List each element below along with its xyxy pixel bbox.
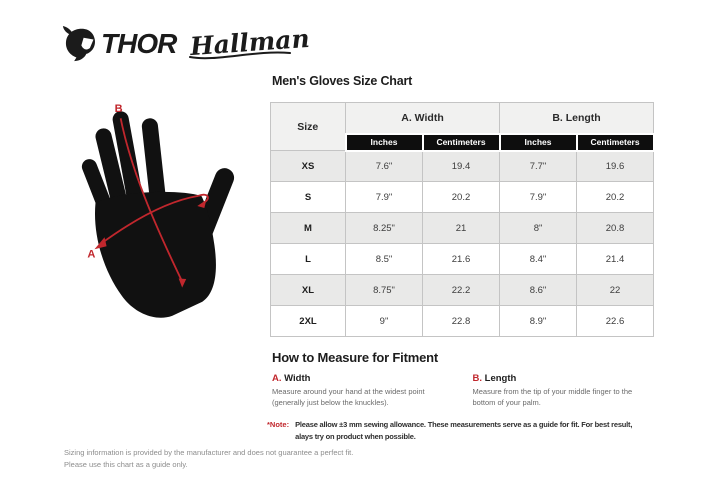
- fitment-length-prefix: B.: [472, 373, 483, 384]
- measurement-cell: 21.6: [421, 243, 501, 275]
- fitment-length-text: Measure from the tip of your middle fing…: [472, 387, 633, 407]
- width-label-a: A: [87, 248, 95, 260]
- disclaimer-line-2: Please use this chart as a guide only.: [64, 459, 188, 469]
- size-column-header: Size: [270, 102, 346, 151]
- measurement-cell: 22: [576, 274, 655, 306]
- measurement-cell: 8": [499, 212, 578, 244]
- measurement-cell: 8.6": [499, 274, 578, 306]
- length-line-arrowhead: [178, 278, 187, 288]
- size-table-body: XS 7.6" 19.4 7.7" 19.6 S 7.9" 20.2 7.9" 20.2 M 8.25…: [270, 150, 655, 337]
- width-line-left-arrowhead: [94, 237, 107, 250]
- fitment-width-text: Measure around your hand at the widest p…: [272, 387, 425, 407]
- size-chart-table: Size A. Width B. Length Inches Centimete…: [270, 102, 655, 337]
- measurement-cell: 22.6: [576, 305, 655, 337]
- fitment-width-prefix: A.: [272, 373, 282, 384]
- thor-logo: THOR: [62, 26, 177, 62]
- measurement-cell: 20.8: [576, 212, 655, 244]
- sizing-disclaimer: Sizing information is provided by the ma…: [64, 447, 364, 470]
- sewing-allowance-note: *Note: Please allow ±3 mm sewing allowan…: [267, 419, 657, 443]
- measurement-cell: 8.25": [345, 212, 423, 244]
- length-inches-header: Inches: [498, 132, 578, 152]
- note-text: Please allow ±3 mm sewing allowance. The…: [295, 420, 633, 441]
- measurement-cell: 20.2: [576, 181, 655, 213]
- measurement-cell: 8.9": [499, 305, 578, 337]
- glove-measurement-diagram: B A: [81, 103, 235, 318]
- disclaimer-line-1: Sizing information is provided by the ma…: [64, 448, 354, 457]
- measurement-cell: 7.7": [499, 150, 578, 182]
- size-cell: M: [270, 212, 346, 244]
- glove-palm: [94, 191, 216, 318]
- table-row: XS 7.6" 19.4 7.7" 19.6: [270, 150, 655, 182]
- length-centimeters-header: Centimeters: [575, 132, 655, 152]
- measurement-cell: 21: [421, 212, 501, 244]
- table-row: S 7.9" 20.2 7.9" 20.2: [270, 181, 655, 213]
- table-group-header-row: Size A. Width B. Length: [270, 102, 655, 151]
- measurement-cell: 19.4: [421, 150, 501, 182]
- width-line-right-arrowhead: [197, 199, 207, 208]
- fitment-length-heading: B. Length: [473, 373, 656, 384]
- size-cell: 2XL: [270, 305, 346, 337]
- table-unit-header-row: Inches Centimeters Inches Centimeters: [271, 132, 655, 152]
- width-inches-header: Inches: [344, 132, 424, 152]
- size-chart-title: Men's Gloves Size Chart: [272, 74, 413, 88]
- fitment-item-width: A. Width Measure around your hand at the…: [272, 373, 455, 409]
- table-row: M 8.25" 21 8" 20.8: [270, 212, 655, 244]
- length-measure-line: [119, 118, 183, 282]
- table-row: XL 8.75" 22.2 8.6" 22: [270, 274, 655, 306]
- fitment-section-title: How to Measure for Fitment: [272, 350, 438, 365]
- size-cell: XL: [270, 274, 346, 306]
- fitment-length-label: Length: [484, 373, 517, 384]
- width-group-header: A. Width: [344, 102, 501, 134]
- measurement-cell: 9": [345, 305, 423, 337]
- fitment-instructions: A. Width Measure around your hand at the…: [272, 373, 655, 409]
- width-centimeters-header: Centimeters: [421, 132, 501, 152]
- measurement-cell: 8.5": [345, 243, 423, 275]
- hallman-swash: [189, 51, 292, 60]
- note-label: *Note:: [267, 420, 290, 429]
- length-group-header: B. Length: [499, 102, 655, 134]
- measurement-cell: 20.2: [421, 181, 501, 213]
- measurement-cell: 7.9": [345, 181, 423, 213]
- measurement-cell: 7.6": [345, 150, 423, 182]
- measurement-cell: 7.9": [499, 181, 578, 213]
- size-cell: XS: [270, 150, 346, 182]
- size-cell: S: [270, 181, 346, 213]
- measurement-cell: 8.4": [499, 243, 578, 275]
- hallman-logo: Hallman: [189, 24, 311, 61]
- measurement-cell: 19.6: [576, 150, 655, 182]
- measurement-cell: 22.2: [421, 274, 501, 306]
- width-measure-line: [101, 194, 199, 244]
- table-row: L 8.5" 21.6 8.4" 21.4: [270, 243, 655, 275]
- fitment-width-heading: A. Width: [272, 373, 455, 384]
- thor-helmet-icon: [62, 26, 95, 62]
- fitment-item-length: B. Length Measure from the tip of your m…: [473, 373, 656, 409]
- brand-logos: THOR Hallman: [62, 24, 311, 62]
- measurement-cell: 21.4: [576, 243, 655, 275]
- measurement-cell: 8.75": [345, 274, 423, 306]
- fitment-width-label: Width: [284, 373, 311, 384]
- length-label-b: B: [115, 103, 123, 115]
- size-cell: L: [270, 243, 346, 275]
- table-row: 2XL 9" 22.8 8.9" 22.6: [270, 305, 655, 337]
- thor-wordmark: THOR: [101, 28, 177, 59]
- measurement-cell: 22.8: [421, 305, 501, 337]
